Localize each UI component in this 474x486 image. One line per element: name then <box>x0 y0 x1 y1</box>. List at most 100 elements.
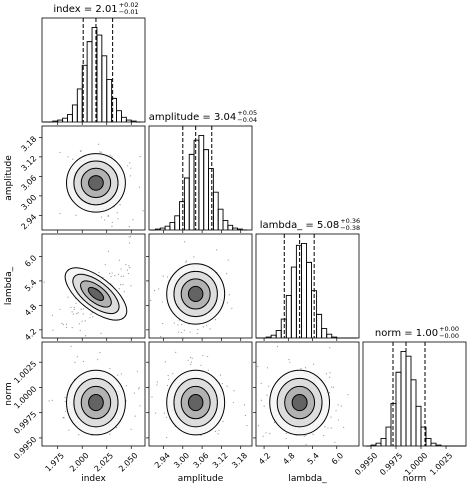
histogram-bin <box>425 437 432 446</box>
sample-point <box>125 264 127 266</box>
panel-title: norm = 1.00 <box>375 328 438 339</box>
sample-point <box>214 319 217 321</box>
sample-point <box>158 288 160 290</box>
contour <box>88 394 104 412</box>
sample-point <box>117 374 119 376</box>
sample-point <box>151 396 153 398</box>
x-tick-label: 0.9975 <box>378 451 404 477</box>
contour <box>88 175 104 191</box>
sample-point <box>180 331 183 334</box>
sample-point <box>115 427 118 429</box>
panel-frame <box>41 233 146 339</box>
histogram-bin <box>270 334 277 338</box>
panel-frame <box>41 341 146 447</box>
sample-point <box>244 414 246 417</box>
sample-point <box>340 405 342 407</box>
sample-point <box>324 426 326 428</box>
sample-point <box>218 429 220 431</box>
sample-point <box>153 289 156 292</box>
histogram-bin <box>405 355 412 446</box>
sample-point <box>107 215 109 217</box>
sample-point <box>327 427 329 429</box>
histogram-bin <box>415 405 422 446</box>
sample-point <box>150 299 152 302</box>
sample-point <box>80 308 82 310</box>
sample-point <box>122 283 124 286</box>
sample-point <box>257 365 259 368</box>
sample-point <box>184 241 186 243</box>
sample-point <box>331 386 333 388</box>
sample-point <box>120 275 122 278</box>
sample-point <box>117 273 119 276</box>
sample-point <box>119 204 121 206</box>
histogram-bin <box>96 34 103 122</box>
sample-point <box>107 214 109 217</box>
histogram-bin <box>290 266 297 338</box>
sample-point <box>84 335 87 337</box>
sample-point <box>119 284 122 286</box>
sample-point <box>231 307 233 309</box>
histogram-bin <box>300 243 307 338</box>
x-tick-label: 3.06 <box>192 451 211 470</box>
sample-point <box>265 432 267 434</box>
sample-point <box>48 400 50 402</box>
sample-point <box>207 369 209 371</box>
sample-point <box>99 151 101 153</box>
panel-frame <box>41 17 146 123</box>
y-tick-label: 4.8 <box>23 302 38 317</box>
sample-point <box>127 272 130 275</box>
sample-point <box>216 249 218 251</box>
sample-point <box>116 212 118 214</box>
histogram-bin <box>183 177 190 230</box>
sample-point <box>120 268 122 270</box>
histogram-bin <box>217 208 224 230</box>
panel-title: lambda_ = 5.08 <box>260 220 339 231</box>
sample-point <box>323 434 325 437</box>
histogram-bin <box>285 295 292 338</box>
panel-title: amplitude = 3.04 <box>149 112 237 123</box>
sample-point <box>289 361 291 363</box>
sample-point <box>161 301 164 303</box>
panel-title: index = 2.01 <box>53 4 117 15</box>
sample-point <box>109 433 111 435</box>
sample-point <box>269 432 271 435</box>
sample-point <box>330 427 332 429</box>
sample-point <box>142 210 144 212</box>
histogram-bin <box>275 329 282 338</box>
histogram-bin <box>316 313 323 338</box>
histogram-bin <box>306 261 312 338</box>
sample-point <box>266 367 269 369</box>
y-tick-label: 4.2 <box>23 327 38 342</box>
sample-point <box>160 335 162 338</box>
sample-point <box>134 415 136 417</box>
panel-frame <box>148 233 253 339</box>
sample-point <box>59 151 61 154</box>
y-tick-label: 3.00 <box>19 193 38 212</box>
histogram-bin <box>62 117 68 122</box>
sample-point <box>228 294 230 296</box>
sample-point <box>190 361 193 363</box>
title-lower: −0.38 <box>340 224 360 232</box>
sample-point <box>128 236 130 238</box>
sample-point <box>111 221 113 224</box>
sample-point <box>300 368 302 370</box>
sample-point <box>63 416 65 419</box>
histogram-bin <box>375 442 382 446</box>
sample-point <box>80 150 82 152</box>
sample-point <box>74 361 76 363</box>
sample-point <box>266 394 268 396</box>
histogram-bin <box>212 191 219 230</box>
panel-frame <box>362 341 467 447</box>
sample-point <box>78 434 80 436</box>
y-tick-label: 5.4 <box>23 278 38 293</box>
sample-point <box>328 391 331 394</box>
sample-point <box>162 322 164 325</box>
sample-point <box>128 265 130 267</box>
sample-point <box>70 306 72 308</box>
sample-point <box>263 405 265 407</box>
sample-point <box>59 212 61 215</box>
sample-point <box>343 426 345 429</box>
sample-point <box>156 381 159 383</box>
x-axis-label: lambda_ <box>288 474 327 484</box>
